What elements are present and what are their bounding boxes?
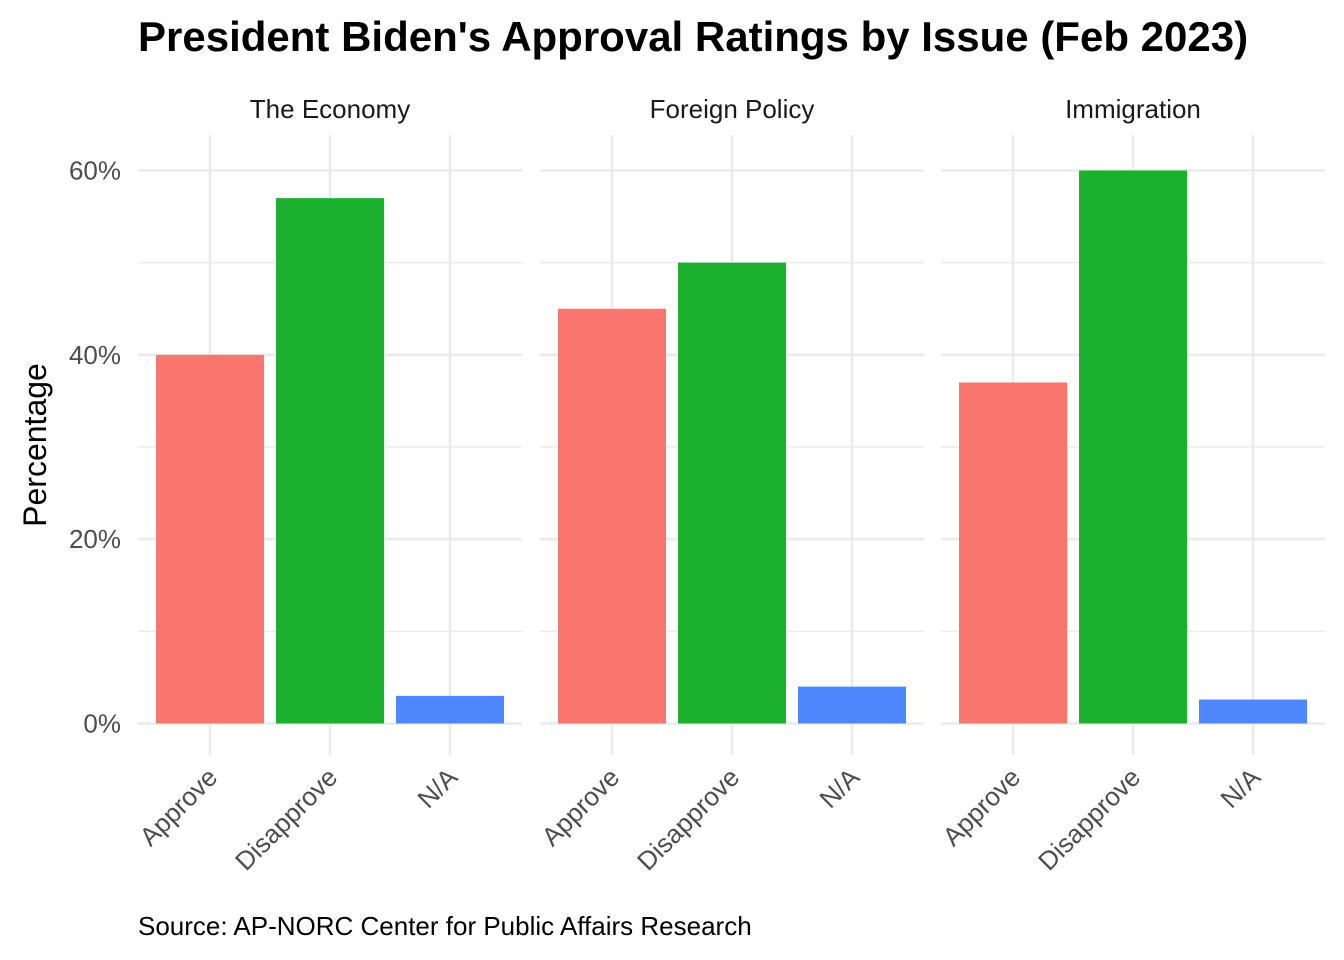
x-tick-label: Disapprove [1032,762,1146,876]
y-axis-label: Percentage [17,363,53,527]
chart-title: President Biden's Approval Ratings by Is… [138,13,1248,60]
bar-na [1199,699,1307,724]
bar-disapprove [276,198,384,724]
y-tick-labels: 0% 20% 40% 60% [69,156,121,739]
x-tick-label: Approve [536,762,626,852]
x-tick-label: N/A [411,762,463,814]
x-tick-label: Approve [134,762,224,852]
bar-na [798,686,906,724]
bar-approve [959,382,1067,724]
x-tick-label: Disapprove [229,762,343,876]
y-tick-label: 40% [69,340,121,370]
y-tick-label: 60% [69,156,121,186]
facet-panel: Foreign Policy Approve Disapprove N/A [536,94,924,876]
facet-label: Foreign Policy [650,94,815,124]
bar-approve [558,308,666,724]
chart-caption: Source: AP-NORC Center for Public Affair… [138,911,752,941]
y-tick-label: 0% [83,709,121,739]
x-tick-label: N/A [813,762,865,814]
facet-panel: The Economy Approve Disapprove N/A [134,94,522,876]
x-tick-label: Disapprove [631,762,745,876]
bar-approve [156,354,264,724]
facet-label: Immigration [1065,94,1201,124]
bar-na [396,695,504,724]
bar-disapprove [1079,170,1187,724]
bar-disapprove [678,262,786,724]
y-tick-label: 20% [69,524,121,554]
x-tick-label: N/A [1214,762,1266,814]
facet-label: The Economy [250,94,410,124]
x-tick-label: Approve [937,762,1027,852]
facet-panel: Immigration Approve Disapprove N/A [937,94,1325,876]
